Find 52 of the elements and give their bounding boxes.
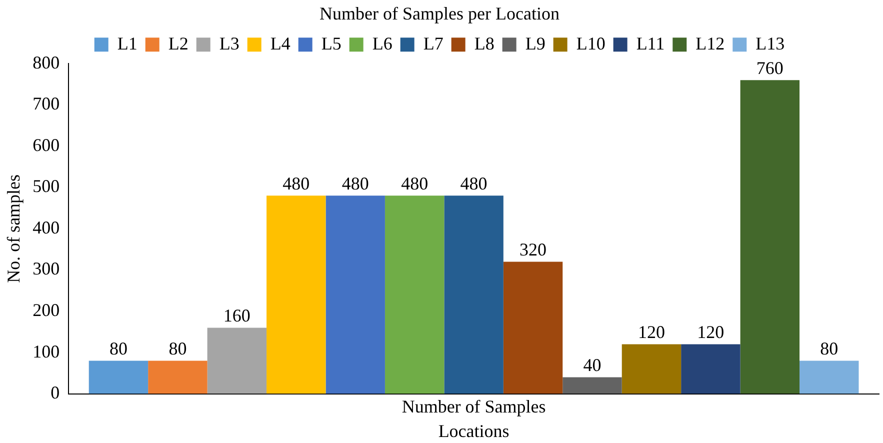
legend-label: L8 bbox=[474, 33, 494, 54]
legend-label: L13 bbox=[756, 33, 785, 54]
y-tick-label: 700 bbox=[32, 94, 60, 114]
y-tick-label: 100 bbox=[32, 341, 60, 362]
bar bbox=[384, 196, 444, 394]
data-label: 80 bbox=[820, 338, 838, 359]
y-tick-label: 600 bbox=[32, 134, 60, 155]
y-tick-label: 800 bbox=[32, 52, 60, 72]
bar bbox=[800, 360, 859, 394]
data-label: 480 bbox=[342, 173, 369, 194]
data-label: 320 bbox=[520, 239, 547, 260]
y-tick-label: 0 bbox=[50, 382, 60, 403]
data-label: 40 bbox=[583, 355, 602, 376]
data-label: 480 bbox=[282, 173, 310, 194]
bar bbox=[326, 196, 385, 394]
bar bbox=[88, 360, 148, 394]
data-label: 760 bbox=[756, 58, 784, 78]
bar bbox=[207, 328, 267, 394]
y-tick-label: 400 bbox=[32, 217, 60, 238]
data-label: 120 bbox=[697, 322, 724, 342]
data-label: 120 bbox=[638, 322, 665, 342]
bar bbox=[740, 80, 800, 394]
data-label: 160 bbox=[223, 305, 250, 326]
legend-label: L12 bbox=[696, 33, 725, 54]
bar bbox=[503, 262, 563, 394]
bar bbox=[444, 196, 504, 394]
data-label: 480 bbox=[460, 173, 488, 194]
legend-label: L4 bbox=[270, 33, 290, 54]
legend-label: L5 bbox=[321, 33, 342, 54]
bar bbox=[681, 344, 740, 394]
bar bbox=[148, 360, 208, 394]
legend-label: L1 bbox=[117, 33, 138, 54]
bar bbox=[562, 377, 622, 394]
legend-label: L11 bbox=[636, 33, 665, 54]
data-label: 480 bbox=[401, 173, 428, 194]
legend-label: L6 bbox=[372, 33, 392, 54]
x-tick-label: Number of Samples bbox=[402, 396, 546, 416]
data-label: 80 bbox=[168, 338, 187, 359]
legend-label: L2 bbox=[168, 33, 188, 54]
y-tick-label: 500 bbox=[32, 176, 60, 196]
y-tick-label: 200 bbox=[32, 300, 60, 320]
legend-label: L10 bbox=[576, 33, 606, 54]
bar bbox=[622, 344, 682, 394]
y-axis-title: No. of samples bbox=[4, 174, 24, 283]
legend-label: L7 bbox=[423, 33, 444, 54]
bar bbox=[266, 196, 326, 394]
legend-label: L9 bbox=[525, 33, 546, 54]
chart-title: Number of Samples per Location bbox=[320, 4, 560, 24]
y-tick-label: 300 bbox=[32, 258, 60, 279]
x-axis-title: Locations bbox=[438, 420, 510, 441]
legend-label: L3 bbox=[219, 33, 240, 54]
data-label: 80 bbox=[109, 338, 128, 359]
